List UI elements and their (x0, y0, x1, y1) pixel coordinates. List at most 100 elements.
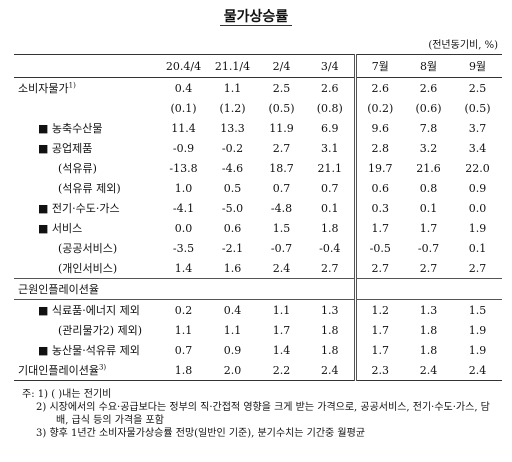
column-header: 21.1/4 (208, 54, 257, 78)
label-text: (공공서비스) (58, 242, 118, 255)
row: (석유류 제외) 1.0 0.5 0.7 0.7 0.6 0.8 0.9 (14, 178, 502, 198)
cell: 0.3 (353, 198, 404, 218)
cell: 1.9 (468, 323, 487, 337)
cell: 1.7 (353, 320, 404, 340)
cell: 1.9 (468, 221, 487, 235)
cell: 2.6 (321, 81, 339, 95)
cell: 22.0 (465, 161, 490, 175)
cell: 3.7 (468, 121, 487, 135)
cell: 1.3 (306, 299, 355, 320)
row: ■ 공업제품 -0.9 -0.2 2.7 3.1 2.8 3.2 3.4 (14, 138, 502, 158)
row-label: 기대인플레이션율3) (14, 360, 159, 381)
column-header: 9월 (453, 54, 502, 78)
row-label: ■ 식료품·에너지 제외 (14, 299, 159, 320)
cell: 0.6 (353, 178, 404, 198)
cell: -4.6 (221, 161, 244, 175)
cell: -0.7 (417, 241, 440, 255)
label-text: ■ 농축수산물 (38, 122, 103, 135)
cell (257, 278, 306, 300)
cell: 11.4 (171, 121, 196, 135)
label-text: ■ 농산물·석유류 제외 (38, 344, 140, 357)
label-text: (관리물가2) 제외) (58, 324, 143, 337)
note: 3) 향후 1년간 소비자물가상승률 전망(일반인 기준), 분기수치는 기간중… (36, 428, 366, 439)
row: (0.1) (1.2) (0.5) (0.8) (0.2) (0.6) (0.5) (14, 98, 502, 118)
label-text: (개인서비스) (58, 262, 118, 275)
cell: 1.8 (321, 323, 339, 337)
cell: (1.2) (219, 101, 246, 115)
column-header: 7월 (353, 54, 404, 78)
title: 물가상승률 (219, 9, 293, 26)
cell: 1.3 (404, 299, 453, 320)
cell: 7.8 (419, 121, 438, 135)
cell: 2.7 (419, 261, 438, 275)
cell: 19.7 (353, 158, 404, 178)
row-label: ■ 전기·수도·가스 (14, 198, 159, 218)
row: 근원인플레이션율 (14, 278, 502, 300)
cell (353, 278, 404, 300)
row: 기대인플레이션율3) 1.8 2.0 2.2 2.4 2.3 2.4 2.4 (14, 360, 502, 381)
column-header: 8월 (404, 54, 453, 78)
title-box: 물가상승률 (0, 6, 512, 26)
cell: 0.0 (174, 221, 193, 235)
cell: 2.4 (272, 261, 291, 275)
cell: -4.1 (172, 201, 195, 215)
cell: 2.6 (419, 81, 438, 95)
label-text: ■ 공업제품 (38, 142, 93, 155)
cell: 2.6 (353, 77, 404, 98)
cell: 1.7 (272, 323, 291, 337)
unit: (전년동기비, %) (428, 40, 498, 51)
cell (404, 278, 453, 300)
row: ■ 서비스 0.0 0.6 1.5 1.8 1.7 1.7 1.9 (14, 218, 502, 238)
row-label: ■ 공업제품 (14, 138, 159, 158)
cell: 1.1 (223, 81, 242, 95)
row-label: 소비자물가1) (14, 78, 159, 99)
cell: 0.1 (468, 241, 487, 255)
label-text: ■ 서비스 (38, 222, 83, 235)
cell: -13.8 (169, 161, 198, 175)
cell: (0.5) (268, 101, 295, 115)
cell: -3.5 (172, 241, 195, 255)
cell: 2.8 (353, 138, 404, 158)
cell: 21.6 (416, 161, 441, 175)
footnote-mark: 1) (68, 81, 76, 90)
cell: 2.7 (321, 261, 339, 275)
cell: 2.7 (353, 258, 404, 279)
cell: 9.6 (353, 118, 404, 138)
cell: 0.9 (468, 181, 487, 195)
cell: 1.7 (353, 218, 404, 238)
row-label: (개인서비스) (14, 258, 159, 279)
row: ■ 농산물·석유류 제외 0.7 0.9 1.4 1.8 1.7 1.8 1.9 (14, 340, 502, 360)
cell: 1.4 (272, 343, 291, 357)
cell: 2.4 (306, 360, 355, 381)
cell: 3.1 (321, 141, 339, 155)
cell: (0.6) (415, 101, 442, 115)
cell: 0.9 (223, 343, 242, 357)
cell: 1.5 (272, 221, 291, 235)
cell: 1.6 (223, 261, 242, 275)
column-header: 20.4/4 (159, 54, 208, 78)
cell: (0.5) (464, 101, 491, 115)
cell: 2.4 (404, 360, 453, 381)
cell: 1.4 (174, 261, 193, 275)
cell: 2.3 (353, 360, 404, 381)
cell: 2.0 (208, 360, 257, 381)
cell: 1.2 (353, 299, 404, 320)
row-label (14, 98, 159, 118)
row: ■ 농축수산물 11.4 13.3 11.9 6.9 9.6 7.8 3.7 (14, 118, 502, 138)
cell: 21.1 (317, 161, 343, 175)
label-text: 기대인플레이션율 (18, 364, 99, 377)
cell: 1.8 (419, 323, 438, 337)
cell: 0.5 (223, 181, 242, 195)
cell: 1.7 (353, 340, 404, 360)
cell: 1.8 (321, 221, 339, 235)
cell: 2.7 (272, 141, 291, 155)
row-label: (관리물가2) 제외) (14, 320, 159, 340)
cell: 1.9 (468, 343, 487, 357)
table: 20.4/4 21.1/4 2/4 3/4 7월 8월 9월 소비자물가1) 0.4 1.1 2.5… (14, 54, 502, 381)
cell: 0.6 (223, 221, 242, 235)
cell: 3.2 (419, 141, 438, 155)
row: ■ 전기·수도·가스 -4.1 -5.0 -4.8 0.1 0.3 0.1 0.0 (14, 198, 502, 218)
row-label: ■ 농축수산물 (14, 118, 159, 138)
cell: 11.9 (269, 121, 294, 135)
cell: 1.8 (321, 343, 339, 357)
